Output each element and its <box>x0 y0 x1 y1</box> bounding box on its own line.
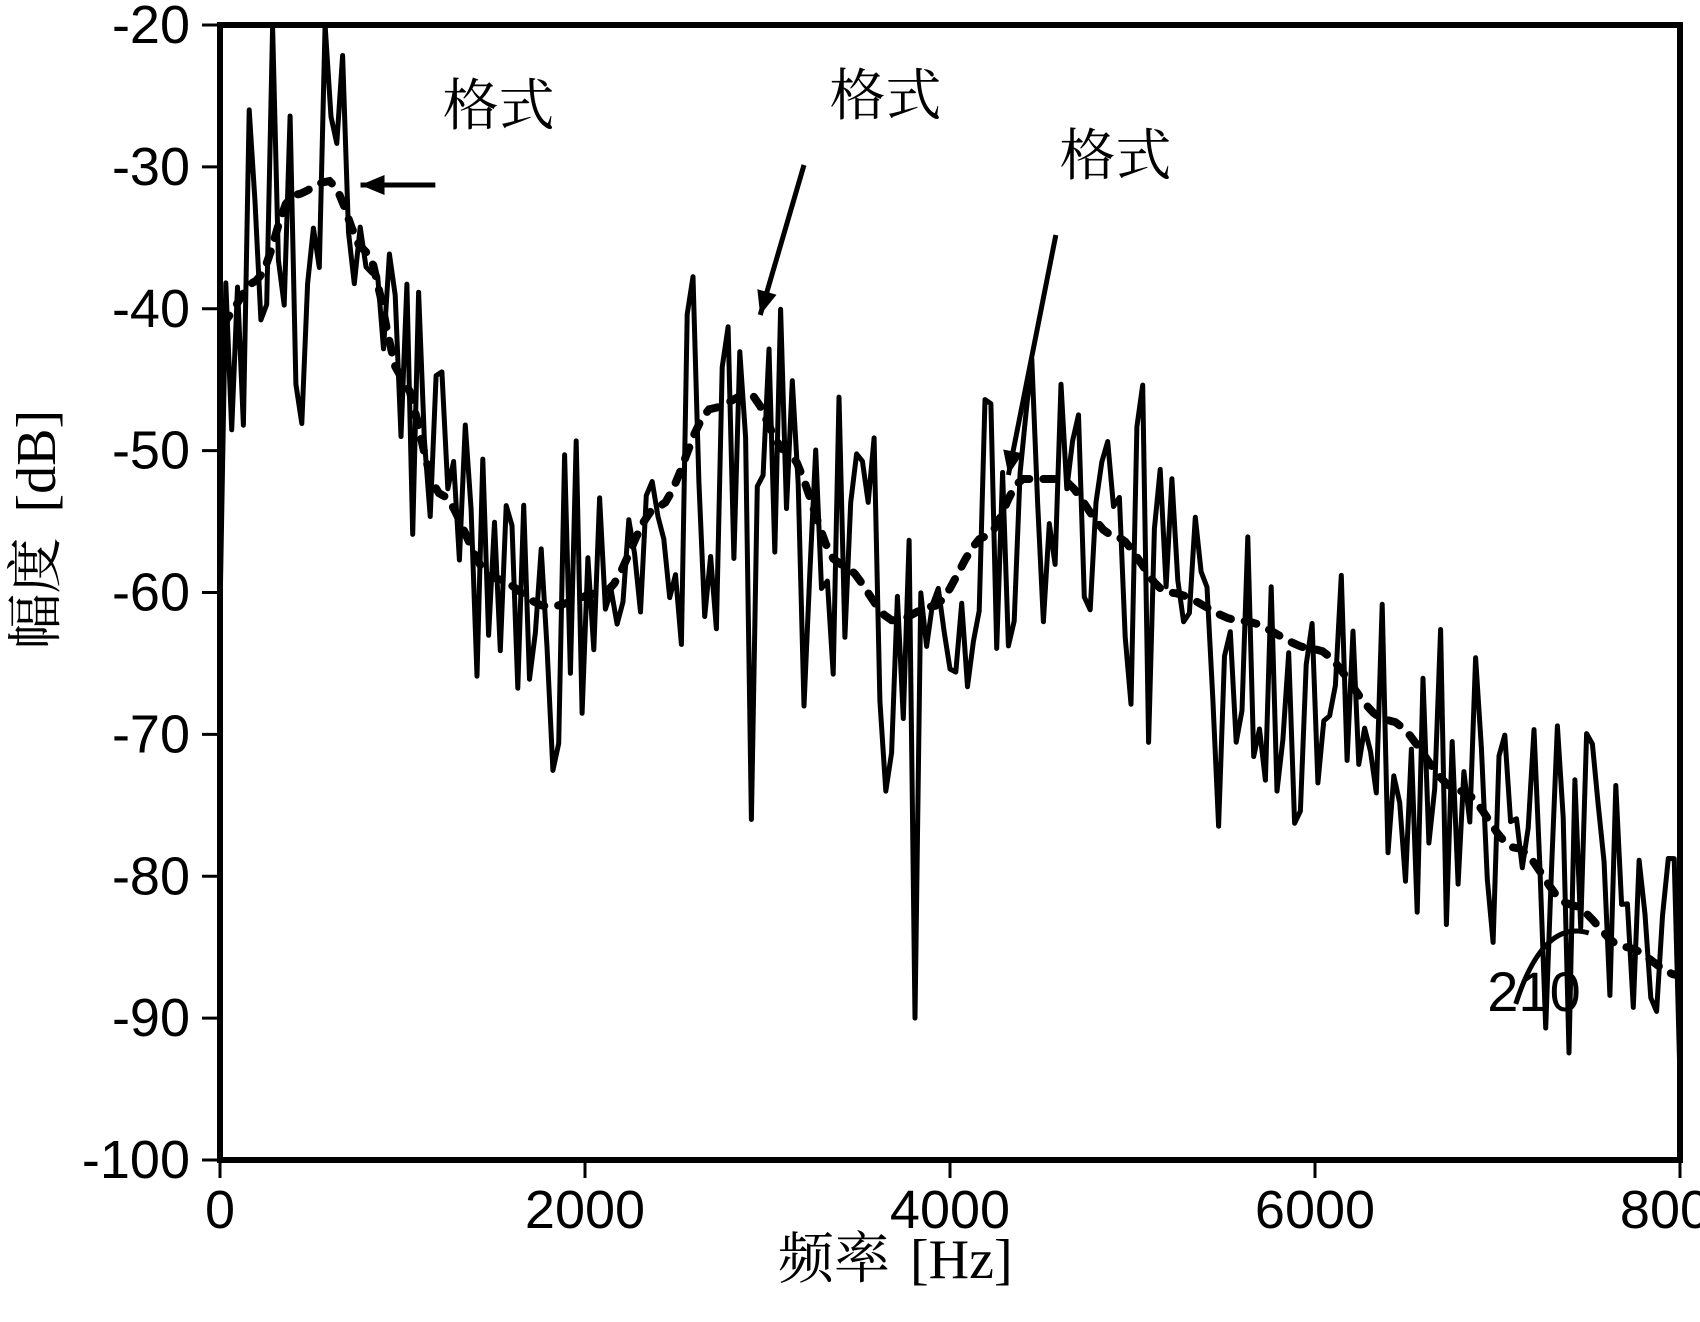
x-axis-unit: [Hz] <box>910 1229 1013 1291</box>
x-tick-label: 8000 <box>1620 1180 1700 1240</box>
y-tick-label: -40 <box>112 279 190 339</box>
x-axis-title: 频率 <box>778 1215 890 1295</box>
y-tick-label: -20 <box>112 0 190 55</box>
y-tick-label: -80 <box>112 846 190 906</box>
y-tick-label: -70 <box>112 704 190 764</box>
y-tick-label: -60 <box>112 563 190 623</box>
y-tick-label: -100 <box>82 1130 190 1190</box>
callout-210-label: 210 <box>1487 960 1580 1023</box>
y-tick-label: -50 <box>112 421 190 481</box>
x-tick-label: 0 <box>205 1180 235 1240</box>
formant-label: 格式 <box>830 52 942 132</box>
x-tick-label: 2000 <box>525 1180 645 1240</box>
formant-label: 格式 <box>1060 112 1172 192</box>
formant-label: 格式 <box>443 62 555 142</box>
y-tick-label: -90 <box>112 988 190 1048</box>
y-axis-unit: [dB] <box>6 410 68 513</box>
y-axis-title: 幅度 <box>0 538 72 650</box>
spectrum-chart: 02000400060008000-100-90-80-70-60-50-40-… <box>0 0 1700 1322</box>
x-tick-label: 6000 <box>1255 1180 1375 1240</box>
y-axis-title-group: 幅度 [dB] <box>0 410 72 650</box>
y-tick-label: -30 <box>112 137 190 197</box>
